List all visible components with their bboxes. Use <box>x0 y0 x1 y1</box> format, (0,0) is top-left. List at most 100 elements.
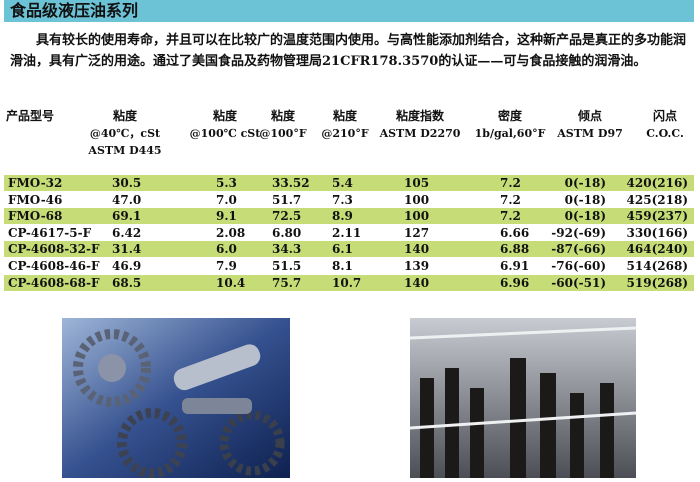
table-cell: 105 <box>404 176 430 190</box>
table-cell: -60(-51) <box>551 275 606 290</box>
column-header: 倾点 ASTM D97 <box>550 108 630 142</box>
table-cell: FMO-32 <box>8 176 63 190</box>
machinery-gears-photo <box>62 318 290 478</box>
table-cell: 6.88 <box>500 242 530 257</box>
table-cell: 100 <box>404 209 430 224</box>
header-main: 密度 <box>497 109 522 123</box>
table-cell: 34.3 <box>272 242 302 257</box>
table-cell: 7.2 <box>500 176 521 190</box>
table-cell: CP-4608-68-F <box>8 275 100 290</box>
header-sub: @100℃ cSt <box>189 127 261 140</box>
table-cell: 68.5 <box>112 275 142 290</box>
header-main: 倾点 <box>577 109 602 123</box>
table-cell: 9.1 <box>216 209 237 224</box>
header-sub: 1b/gal,60°F <box>474 127 546 140</box>
header-sub: ASTM D97 <box>557 127 623 140</box>
table-cell: 7.2 <box>500 209 521 224</box>
column-header: 闪点 C.O.C. <box>630 108 700 142</box>
table-cell: 7.2 <box>500 192 521 207</box>
header-main: 粘度 <box>212 109 237 123</box>
table-cell: 51.7 <box>272 192 302 207</box>
table-cell: 420(216) <box>626 176 688 190</box>
table-cell: 0(-18) <box>564 192 606 207</box>
table-cell: FMO-68 <box>8 209 63 224</box>
table-cell: 7.9 <box>216 259 237 273</box>
table-cell: 6.80 <box>272 225 302 240</box>
table-cell: 47.0 <box>112 192 142 207</box>
table-cell: CP-4617-5-F <box>8 225 92 240</box>
table-cell: 6.96 <box>500 275 530 290</box>
table-cell: 2.08 <box>216 225 246 240</box>
table-row: CP-4608-68-F 68.5 10.4 75.7 10.7 140 6.96 -60(-… <box>4 274 694 291</box>
table-cell: 425(218) <box>626 192 688 207</box>
table-cell: -87(-66) <box>551 242 606 257</box>
column-header: 产品型号 <box>6 108 86 125</box>
table-cell: 519(268) <box>626 275 688 290</box>
table-cell: 51.5 <box>272 259 302 273</box>
table-cell: 5.3 <box>216 176 237 190</box>
table-cell: 10.7 <box>332 275 362 290</box>
table-cell: 5.4 <box>332 176 353 190</box>
table-cell: CP-4608-32-F <box>8 242 100 257</box>
table-cell: 459(237) <box>626 209 688 224</box>
column-header: 粘度 @210°F <box>315 108 375 142</box>
table-row: FMO-32 30.5 5.3 33.52 5.4 105 7.2 0(-18) 420(216… <box>4 175 694 191</box>
table-cell: 6.66 <box>500 225 530 240</box>
table-cell: 7.3 <box>332 192 353 207</box>
column-header: 粘度 @100℃ cSt <box>180 108 270 142</box>
page-title: 食品级液压油系列 <box>10 1 139 20</box>
header-sub: @100°F <box>259 127 307 140</box>
table-cell: 127 <box>404 225 430 240</box>
table-cell: 8.9 <box>332 209 353 224</box>
table-row: CP-4608-32-F 31.4 6.0 34.3 6.1 140 6.88 -87(-66… <box>4 241 694 258</box>
table-cell: 6.42 <box>112 225 142 240</box>
table-cell: 140 <box>404 242 430 257</box>
table-cell: 2.11 <box>332 225 362 240</box>
column-header: 密度 1b/gal,60°F <box>465 108 555 142</box>
table-cell: 464(240) <box>626 242 688 257</box>
table-cell: 6.91 <box>500 259 530 273</box>
table-cell: -92(-69) <box>551 225 606 240</box>
header-main: 粘度指数 <box>395 109 444 123</box>
header-sub: @210°F <box>321 127 369 140</box>
column-header: 粘度 @40℃，cSt ASTM D445 <box>80 108 170 159</box>
header-main: 粘度 <box>112 109 137 123</box>
table-cell: 0(-18) <box>564 209 606 224</box>
bottling-line-photo <box>410 318 636 478</box>
title-banner: 食品级液压油系列 <box>4 0 694 22</box>
header-main: 粘度 <box>270 109 295 123</box>
table-cell: CP-4608-46-F <box>8 259 100 273</box>
table-cell: 514(268) <box>626 259 688 273</box>
column-header: 粘度指数 ASTM D2270 <box>375 108 465 142</box>
table-cell: 0(-18) <box>564 176 606 190</box>
header-sub: C.O.C. <box>646 127 684 140</box>
table-row: CP-4617-5-F 6.42 2.08 6.80 2.11 127 6.66 -92(-6… <box>4 225 694 241</box>
table-cell: 7.0 <box>216 192 237 207</box>
header-main: 产品型号 <box>6 109 55 123</box>
header-main: 闪点 <box>652 109 677 123</box>
table-cell: 10.4 <box>216 275 246 290</box>
table-cell: 6.1 <box>332 242 353 257</box>
column-header: 粘度 @100°F <box>253 108 313 142</box>
header-sub: @40℃，cSt <box>89 127 161 140</box>
table-cell: 69.1 <box>112 209 142 224</box>
table-cell: 75.7 <box>272 275 302 290</box>
table-cell: 140 <box>404 275 430 290</box>
header-main: 粘度 <box>332 109 357 123</box>
table-cell: 330(166) <box>626 225 688 240</box>
table-cell: 139 <box>404 259 430 273</box>
table-cell: 100 <box>404 192 430 207</box>
table-cell: 72.5 <box>272 209 302 224</box>
table-cell: 33.52 <box>272 176 310 190</box>
table-row: CP-4608-46-F 46.9 7.9 51.5 8.1 139 6.91 -76(-60… <box>4 258 694 274</box>
table-cell: 8.1 <box>332 259 353 273</box>
table-row: FMO-68 69.1 9.1 72.5 8.9 100 7.2 0(-18) 459(237) <box>4 208 694 225</box>
table-row: FMO-46 47.0 7.0 51.7 7.3 100 7.2 0(-18) 425(218) <box>4 192 694 208</box>
table-cell: -76(-60) <box>551 259 606 273</box>
intro-paragraph: 具有较长的使用寿命，并且可以在比较广的温度范围内使用。与高性能添加剂结合，这种新… <box>10 33 687 69</box>
table-cell: 46.9 <box>112 259 142 273</box>
table-cell: 31.4 <box>112 242 142 257</box>
table-cell: FMO-46 <box>8 192 63 207</box>
header-sub: ASTM D2270 <box>379 127 461 140</box>
table-cell: 30.5 <box>112 176 142 190</box>
